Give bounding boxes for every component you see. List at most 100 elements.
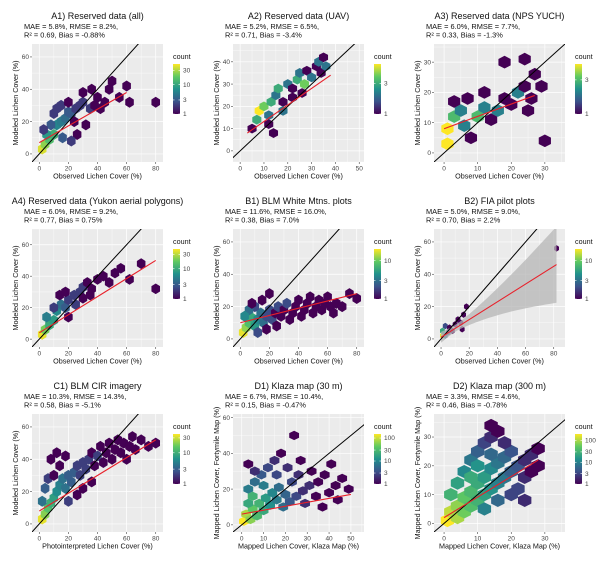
- hexbin-cell: [78, 292, 88, 304]
- hexbin-cell: [477, 502, 492, 516]
- x-axis-label: Observed Lichen Cover (%): [53, 357, 142, 366]
- x-tick-label: 40: [494, 351, 502, 358]
- y-tick-label: 20: [223, 304, 231, 311]
- hexbin-cell: [470, 459, 485, 473]
- y-tick-label: 20: [223, 486, 231, 493]
- panel-title: A1) Reserved data (all): [51, 11, 144, 21]
- x-tick-label: 10: [260, 536, 268, 543]
- panel-stats-line: MAE = 6.7%, RMSE = 10.4%,: [225, 392, 323, 401]
- legend-tick-label: 1: [585, 481, 589, 488]
- hexbin-cell: [302, 65, 312, 76]
- legend-title: count: [575, 52, 593, 61]
- y-tick-label: 20: [424, 90, 432, 97]
- panel-title: C1) BLM CIR imagery: [53, 381, 142, 391]
- panel-stats-line: MAE = 11.6%, RMSE = 16.0%,: [225, 207, 327, 216]
- x-tick-label: 0: [439, 351, 443, 358]
- x-tick-label: 40: [295, 351, 303, 358]
- hexbin-cell: [352, 293, 362, 304]
- hexbin-cell: [276, 448, 286, 458]
- plot-layer: [233, 44, 356, 159]
- x-tick-label: 20: [466, 351, 474, 358]
- panel-title: A4) Reserved data (Yukon aerial polygons…: [12, 196, 184, 206]
- legend-tick-label: 10: [585, 459, 593, 466]
- panel-title: A3) Reserved data (NPS YUCH): [435, 11, 565, 21]
- hexbin-cell: [478, 86, 491, 99]
- panel-stats-line: R² = 0.15, Bias = -0.47%: [225, 401, 306, 410]
- y-tick-label: 60: [223, 239, 231, 246]
- x-tick-label: 0: [238, 351, 242, 358]
- x-axis-label: Observed Lichen Cover (%): [455, 357, 544, 366]
- legend-tick-label: 1: [384, 481, 388, 488]
- x-axis-label: Photointerpreted Lichen Cover (%): [42, 542, 153, 551]
- panel-stats-line: R² = 0.33, Bias = -1.3%: [426, 31, 503, 40]
- hexbin-cell: [260, 493, 271, 503]
- panel-d2: D2) Klaza map (300 m)MAE = 3.3%, RMSE = …: [413, 381, 596, 551]
- y-tick-label: 20: [223, 104, 231, 111]
- hexbin-cell: [87, 476, 96, 488]
- legend-tick-label: 1: [384, 111, 388, 118]
- hexbin-cell: [444, 487, 458, 502]
- hexbin-cell: [337, 473, 348, 484]
- y-axis-label: Mapped Lichen Cover, Fortymile Map (%): [212, 407, 221, 540]
- legend-tick-label: 1: [384, 296, 388, 303]
- legend-tick-label: 1: [585, 111, 589, 118]
- plot-layer: [32, 44, 161, 162]
- y-tick-label: 0: [427, 150, 431, 157]
- x-tick-label: 10: [260, 166, 268, 173]
- legend-tick-label: 30: [585, 449, 593, 456]
- hexbin-cell: [450, 476, 465, 490]
- fitted-regression-line: [38, 259, 157, 334]
- hexbin-cell: [518, 493, 532, 507]
- legend-tick-label: 1: [585, 296, 589, 303]
- hexbin-cell: [116, 262, 126, 274]
- y-tick-label: 60: [424, 239, 432, 246]
- y-tick-label: 40: [424, 271, 432, 278]
- y-axis-label: Modeled Lichen Cover (%): [11, 60, 20, 145]
- legend-tick-label: 3: [585, 471, 589, 478]
- one-to-one-line: [434, 44, 565, 162]
- hexbin-cell: [252, 511, 262, 521]
- hexbin-cell: [282, 462, 293, 473]
- hexbin-cell: [104, 277, 114, 288]
- y-tick-label: 60: [223, 415, 231, 422]
- hexbin-cell: [93, 450, 102, 462]
- x-tick-label: 0: [442, 536, 446, 543]
- hexbin-cell: [52, 103, 62, 115]
- hexbin-cell: [271, 470, 282, 480]
- panel-stats-line: MAE = 6.0%, RMSE = 7.7%,: [426, 22, 520, 31]
- plot-layer: [32, 229, 161, 347]
- x-tick-label: 10: [474, 166, 482, 173]
- hexbin-cell: [311, 491, 321, 501]
- panel-stats-line: R² = 0.38, Bias = 7.0%: [225, 216, 300, 225]
- hexbin-cell: [81, 119, 91, 131]
- legend-tick-label: 1: [183, 111, 187, 118]
- hexbin-cell: [330, 480, 341, 491]
- hexbin-cell: [295, 455, 306, 466]
- hexbin-cell: [294, 294, 303, 306]
- hexbin-cell: [323, 291, 332, 303]
- legend-title: count: [575, 422, 593, 431]
- legend-tick-label: 10: [384, 258, 392, 265]
- hexbin-cell: [273, 83, 283, 94]
- hexbin-cell: [461, 311, 467, 318]
- hexbin-cell: [125, 96, 134, 108]
- x-tick-label: 20: [508, 536, 516, 543]
- hexbin-cell: [85, 289, 95, 301]
- hexbin-cell: [61, 450, 70, 462]
- hexbin-cell: [247, 491, 258, 501]
- x-tick-label: 0: [442, 166, 446, 173]
- y-axis-label: Modeled Lichen Cover (%): [11, 245, 20, 330]
- x-tick-label: 30: [308, 166, 316, 173]
- hexbin-cell: [319, 470, 330, 480]
- x-axis-label: Observed Lichen Cover (%): [254, 172, 343, 181]
- hexbin-cell: [265, 500, 276, 510]
- hexbin-cell: [267, 488, 278, 498]
- y-tick-label: 10: [223, 126, 231, 133]
- y-tick-label: 60: [22, 242, 30, 249]
- plot-layer: [434, 418, 565, 532]
- hexbin-cell: [107, 75, 117, 87]
- hexbin-cell: [122, 80, 131, 92]
- hexbin-cell: [99, 457, 108, 468]
- y-axis-label: Modeled Lichen Cover (%): [212, 245, 221, 330]
